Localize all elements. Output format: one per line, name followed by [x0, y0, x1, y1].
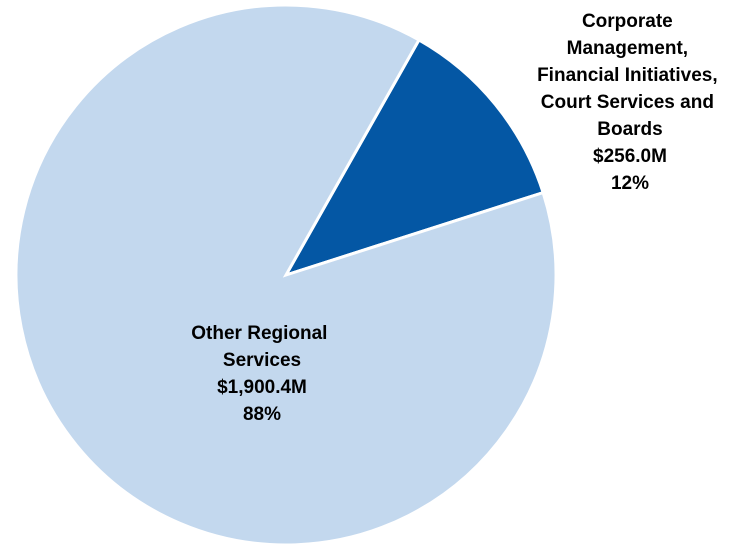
pie-slice [282, 37, 546, 278]
percent-label: 88% [243, 404, 281, 425]
value-label: $1,900.4M [217, 377, 307, 398]
label-line: Services [223, 350, 301, 371]
label-line: Boards [597, 119, 662, 140]
slice-label: Other Regional Services [191, 323, 332, 371]
label-line: Financial Initiatives, [537, 65, 723, 86]
label-line: Management, [567, 38, 694, 59]
label-line: Other Regional [191, 323, 332, 344]
slice-label: Corporate Management, Financial Initiati… [537, 11, 723, 140]
percent-label: 12% [611, 173, 649, 194]
label-line: Corporate [582, 11, 678, 32]
pie-slice [14, 3, 558, 545]
label-line: Court Services and [541, 92, 719, 113]
value-label: $256.0M [593, 146, 667, 167]
